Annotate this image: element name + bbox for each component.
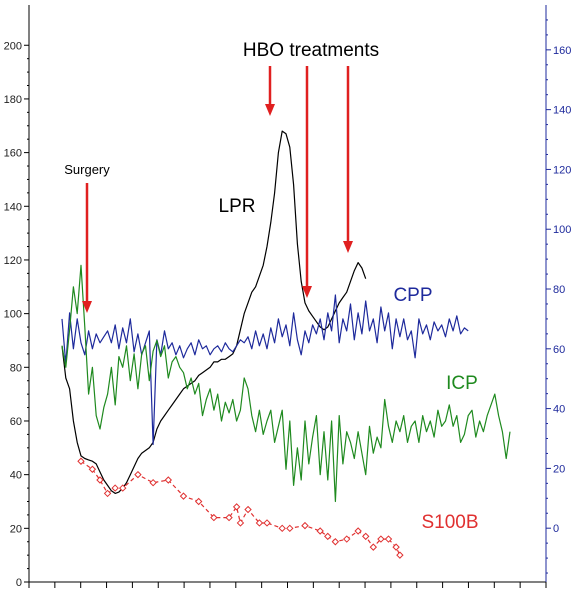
right-tick-label: 120: [553, 164, 571, 176]
hbo-treatments-label: HBO treatments: [243, 40, 379, 61]
series-point-s100b: [286, 524, 294, 533]
s100b-series-label: S100B: [421, 512, 478, 533]
left-tick-label: 40: [10, 470, 22, 482]
cpp-series-label: CPP: [393, 285, 432, 306]
hbo-arrow-1-head: [265, 104, 275, 116]
left-tick-label: 200: [4, 40, 22, 52]
left-tick-label: 100: [4, 309, 22, 321]
series-point-s100b: [236, 519, 245, 527]
left-tick-label: 20: [10, 523, 22, 535]
series-point-s100b: [369, 543, 378, 551]
left-tick-label: 140: [4, 201, 22, 213]
series-point-s100b: [134, 470, 142, 479]
series-point-s100b: [316, 527, 324, 535]
series-line-icp: [61, 264, 511, 503]
series-line-lpr: [61, 130, 367, 494]
series-point-s100b: [343, 535, 351, 543]
axes: 0 20 40 60 80 100 120 140 160 180 200 0 20 40 60 80 100 1…: [4, 5, 571, 589]
series-point-s100b: [88, 465, 97, 473]
right-tick-label: 80: [553, 284, 565, 296]
left-tick-label: 0: [16, 577, 22, 589]
series-point-s100b: [103, 489, 112, 498]
series-point-s100b: [194, 497, 203, 506]
series-point-s100b: [77, 457, 85, 465]
left-tick-label: 60: [10, 416, 22, 428]
right-tick-label: 140: [553, 105, 571, 117]
series-point-s100b: [396, 551, 404, 559]
series-line-s100b: [80, 460, 401, 556]
series-point-s100b: [324, 532, 332, 541]
series-point-s100b: [244, 505, 252, 514]
lpr-series-label: LPR: [219, 196, 256, 217]
left-tick-label: 80: [10, 362, 22, 374]
right-tick-label: 100: [553, 224, 571, 236]
series-point-s100b: [96, 476, 104, 484]
series-point-s100b: [119, 484, 127, 492]
annotations: Surgery HBO treatments LPR CPP ICP S100B: [64, 40, 478, 533]
left-tick-label: 160: [4, 148, 22, 160]
right-tick-label: 0: [553, 523, 559, 535]
left-tick-label: 180: [4, 94, 22, 106]
series-point-s100b: [179, 492, 188, 500]
right-tick-label: 40: [553, 404, 565, 416]
series-point-s100b: [111, 484, 119, 492]
left-tick-label: 120: [4, 255, 22, 267]
surgery-arrow-head: [82, 301, 92, 313]
icp-series-label: ICP: [446, 373, 478, 394]
right-tick-label: 60: [553, 344, 565, 356]
series-point-s100b: [232, 503, 241, 511]
series-point-s100b: [362, 532, 370, 541]
series-point-s100b: [384, 535, 393, 543]
series-point-s100b: [354, 527, 362, 535]
series-point-s100b: [149, 478, 157, 487]
series-point-s100b: [301, 521, 309, 530]
hbo-arrow-3-head: [343, 241, 353, 253]
series-point-s100b: [210, 513, 218, 522]
series-point-s100b: [331, 538, 340, 546]
right-tick-label: 20: [553, 463, 565, 475]
series-point-s100b: [278, 524, 286, 533]
surgery-label: Surgery: [64, 162, 110, 177]
hbo-arrow-2-head: [302, 286, 312, 298]
series-point-s100b: [263, 519, 271, 527]
series-point-s100b: [164, 476, 173, 484]
right-tick-label: 160: [553, 45, 571, 57]
series-line-cpp: [61, 294, 469, 446]
series-point-s100b: [255, 519, 264, 527]
series-layer: [61, 130, 511, 559]
series-point-s100b: [377, 535, 385, 543]
series-point-s100b: [392, 543, 400, 551]
series-point-s100b: [225, 513, 233, 522]
